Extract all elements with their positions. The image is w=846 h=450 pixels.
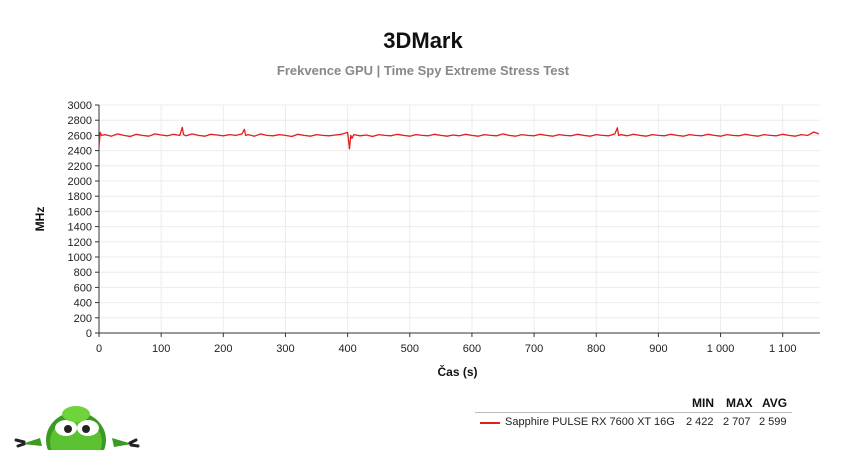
x-tick-label-4: 400 <box>338 343 356 355</box>
legend-min-value: 2 422 <box>686 416 714 428</box>
legend-series-name: Sapphire PULSE RX 7600 XT 16G <box>505 416 675 428</box>
legend-header-avg: AVG <box>762 396 788 410</box>
y-tick-label-13: 2600 <box>68 130 92 142</box>
legend-max-value: 2 707 <box>723 416 751 428</box>
y-tick-label-4: 800 <box>74 267 92 279</box>
green-alien-mascot-icon <box>14 406 140 450</box>
legend-swatch <box>480 422 500 424</box>
x-tick-label-6: 600 <box>463 343 481 355</box>
x-tick-label-9: 900 <box>649 343 667 355</box>
y-tick-label-2: 400 <box>74 298 92 310</box>
x-tick-label-0: 0 <box>96 343 102 355</box>
x-tick-label-10: 1 000 <box>707 343 735 355</box>
y-tick-label-5: 1000 <box>68 252 92 264</box>
y-tick-label-12: 2400 <box>68 146 92 158</box>
x-axis-title: Čas (s) <box>437 364 477 379</box>
legend-header-min: MIN <box>692 396 714 410</box>
y-tick-label-9: 1800 <box>68 191 92 203</box>
y-axis-title: MHz <box>33 207 47 232</box>
x-tick-label-3: 300 <box>276 343 294 355</box>
y-tick-label-3: 600 <box>74 282 92 294</box>
y-tick-label-10: 2000 <box>68 176 92 188</box>
y-tick-label-8: 1600 <box>68 206 92 218</box>
y-tick-label-11: 2200 <box>68 161 92 173</box>
chart-subtitle: Frekvence GPU | Time Spy Extreme Stress … <box>276 63 570 78</box>
x-tick-label-7: 700 <box>525 343 543 355</box>
legend-divider <box>475 412 792 413</box>
x-tick-label-2: 200 <box>214 343 232 355</box>
x-tick-label-8: 800 <box>587 343 605 355</box>
series-line-0 <box>98 126 820 150</box>
legend-header-max: MAX <box>726 396 753 410</box>
y-tick-label-6: 1200 <box>68 237 92 249</box>
x-tick-label-1: 100 <box>152 343 170 355</box>
y-tick-label-1: 200 <box>74 313 92 325</box>
y-tick-label-14: 2800 <box>68 115 92 127</box>
chart-title: 3DMark <box>383 28 463 53</box>
x-tick-label-11: 1 100 <box>769 343 797 355</box>
y-tick-label-7: 1400 <box>68 222 92 234</box>
legend-avg-value: 2 599 <box>759 416 787 428</box>
y-tick-label-0: 0 <box>86 328 92 340</box>
y-tick-label-15: 3000 <box>68 100 92 112</box>
x-tick-label-5: 500 <box>401 343 419 355</box>
